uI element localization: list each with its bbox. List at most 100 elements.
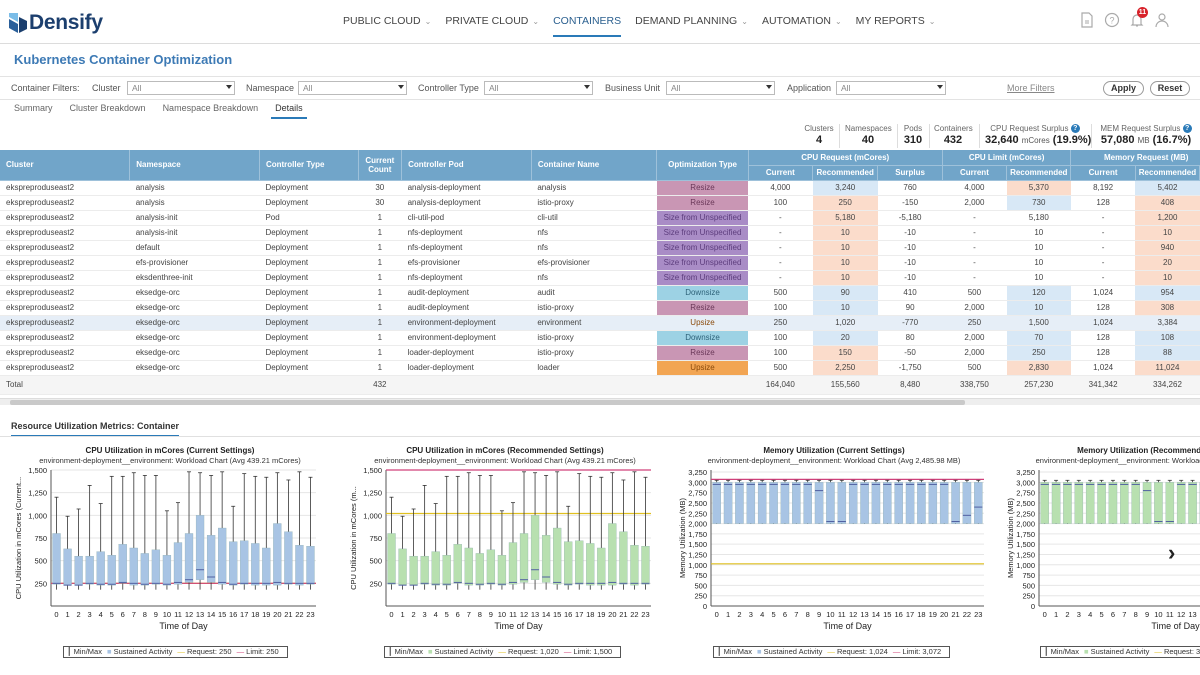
box[interactable] (1108, 482, 1118, 524)
apply-button[interactable]: Apply (1103, 81, 1144, 96)
bell-icon[interactable]: 11 (1129, 7, 1148, 28)
box[interactable] (871, 482, 881, 524)
table-row[interactable]: ekspreproduseast2 analysis-init Pod 1 cli-ut… (0, 210, 1200, 226)
col-cpu-recommended[interactable]: Recommended (812, 165, 879, 181)
box[interactable] (240, 540, 249, 585)
subtab-cluster-breakdown[interactable]: Cluster Breakdown (69, 103, 146, 113)
box[interactable] (251, 543, 260, 586)
box[interactable] (262, 547, 271, 586)
box[interactable] (96, 551, 105, 586)
col-controller-type[interactable]: Controller Type (259, 150, 359, 181)
box[interactable] (928, 482, 938, 524)
box[interactable] (848, 482, 858, 524)
namespace-filter-select[interactable]: All (298, 81, 407, 95)
box[interactable] (1154, 482, 1163, 524)
box[interactable] (184, 533, 194, 583)
table-row[interactable]: ekspreproduseast2 analysis Deployment 30 ana… (0, 195, 1200, 211)
help-icon[interactable]: ? (1104, 12, 1120, 28)
report-icon[interactable] (1079, 12, 1095, 28)
table-row[interactable]: ekspreproduseast2 default Deployment 1 nfs-d… (0, 240, 1200, 256)
col-namespace[interactable]: Namespace (129, 150, 260, 181)
box[interactable] (883, 482, 892, 524)
table-row[interactable]: ekspreproduseast2 eksedge-orc Deployment 1 l… (0, 360, 1200, 376)
box[interactable] (792, 482, 801, 524)
col-mem-recommended[interactable]: Recommended (1135, 165, 1200, 181)
col-optimization-type[interactable]: Optimization Type (656, 150, 749, 181)
box[interactable] (387, 533, 396, 585)
metrics-tab[interactable]: Resource Utilization Metrics: Container (11, 421, 180, 437)
box[interactable] (917, 482, 926, 524)
col-container-name[interactable]: Container Name (531, 150, 658, 181)
box[interactable] (962, 482, 972, 524)
box[interactable] (1165, 482, 1175, 524)
box[interactable] (1176, 482, 1186, 524)
box[interactable] (1063, 482, 1072, 524)
box[interactable] (619, 531, 628, 585)
subtab-summary[interactable]: Summary (14, 103, 53, 113)
cluster-filter-select[interactable]: All (127, 81, 235, 95)
nav-item-public-cloud[interactable]: PUBLIC CLOUD ⌄ (336, 0, 438, 44)
box[interactable] (1074, 482, 1084, 524)
nav-item-my-reports[interactable]: MY REPORTS ⌄ (849, 0, 943, 44)
bu-filter-select[interactable]: All (666, 81, 775, 95)
box[interactable] (273, 523, 282, 586)
box[interactable] (497, 555, 507, 586)
reset-button[interactable]: Reset (1150, 81, 1190, 96)
box[interactable] (519, 533, 529, 583)
box[interactable] (118, 544, 127, 584)
box[interactable] (712, 482, 721, 524)
nav-item-containers[interactable]: CONTAINERS (546, 0, 628, 44)
box[interactable] (295, 545, 304, 586)
box[interactable] (939, 482, 949, 524)
box[interactable] (541, 535, 551, 583)
nav-item-automation[interactable]: AUTOMATION ⌄ (755, 0, 849, 44)
box[interactable] (780, 482, 790, 524)
table-row[interactable]: ekspreproduseast2 efs-provisioner Deployme… (0, 255, 1200, 271)
box[interactable] (630, 545, 639, 586)
box[interactable] (553, 527, 562, 585)
box[interactable] (746, 482, 756, 524)
box[interactable] (1097, 482, 1106, 524)
box[interactable] (107, 555, 116, 586)
box[interactable] (464, 547, 473, 586)
help-icon[interactable]: ? (1182, 124, 1192, 134)
box[interactable] (1131, 482, 1140, 524)
box[interactable] (140, 553, 149, 586)
next-chart-arrow-icon[interactable]: › (1168, 540, 1176, 565)
box[interactable] (1051, 482, 1061, 524)
box[interactable] (218, 527, 227, 585)
subtab-namespace-breakdown[interactable]: Namespace Breakdown (162, 103, 259, 113)
nav-item-private-cloud[interactable]: PRIVATE CLOUD ⌄ (438, 0, 546, 44)
densify-logo[interactable]: Densify (9, 11, 103, 35)
box[interactable] (894, 482, 903, 524)
box[interactable] (608, 523, 617, 586)
table-row[interactable]: ekspreproduseast2 eksedge-orc Deployment 1 l… (0, 345, 1200, 361)
box[interactable] (723, 482, 733, 524)
box[interactable] (757, 482, 767, 524)
col-cluster[interactable]: Cluster (0, 150, 131, 181)
box[interactable] (735, 482, 744, 524)
col-cpu-surplus[interactable]: Surplus (877, 165, 943, 181)
box[interactable] (803, 482, 812, 524)
box[interactable] (1188, 482, 1197, 524)
more-filters-link[interactable]: More Filters (1007, 83, 1055, 93)
box[interactable] (486, 549, 496, 585)
box[interactable] (597, 547, 606, 586)
box[interactable] (974, 482, 983, 524)
box[interactable] (860, 482, 869, 524)
box[interactable] (151, 549, 161, 585)
table-row[interactable]: ekspreproduseast2 analysis-init Deployment… (0, 225, 1200, 241)
box[interactable] (586, 543, 595, 586)
box[interactable] (431, 551, 440, 586)
box[interactable] (398, 548, 407, 586)
box[interactable] (195, 515, 205, 580)
box[interactable] (129, 547, 138, 586)
table-row[interactable]: ekspreproduseast2 eksedge-orc Deployment 1 e… (0, 315, 1200, 331)
box[interactable] (52, 533, 61, 585)
box[interactable] (173, 542, 183, 585)
box[interactable] (837, 482, 847, 524)
box[interactable] (814, 482, 824, 524)
help-icon[interactable]: ? (1070, 124, 1080, 134)
col-controller-pod[interactable]: Controller Pod (401, 150, 532, 181)
box[interactable] (575, 540, 584, 585)
